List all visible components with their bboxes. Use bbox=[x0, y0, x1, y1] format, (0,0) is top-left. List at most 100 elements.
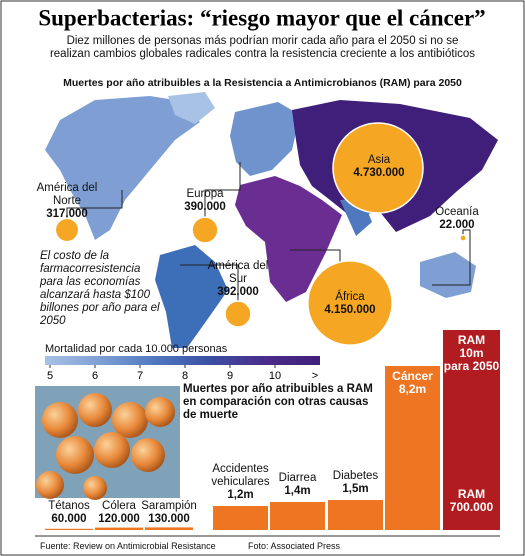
bar-value: 120.000 bbox=[98, 513, 140, 525]
bar-category: RAM bbox=[457, 333, 486, 347]
bar-label: Sarampión 130.000 bbox=[139, 500, 199, 526]
north-america bbox=[45, 96, 200, 240]
annotation: El costo de la farmacorresistencia para … bbox=[40, 250, 160, 327]
bar-value: 10m bbox=[459, 346, 484, 360]
region-value: 4.150.000 bbox=[324, 304, 376, 316]
bar-label: Diarrea 1,4m bbox=[262, 472, 333, 498]
photo-credit: Foto: Associated Press bbox=[248, 541, 341, 551]
bacterium bbox=[112, 402, 148, 438]
region-name: Asia bbox=[367, 154, 391, 166]
colorbar-tick-label: 10 bbox=[269, 370, 281, 382]
bar-label: RAM 10m para 2050 bbox=[443, 334, 500, 373]
bacterium bbox=[94, 432, 130, 468]
region-name: América del Sur bbox=[207, 260, 269, 285]
bar-category: Cólera bbox=[102, 500, 136, 512]
region-label: América del Sur 392.000 bbox=[205, 260, 271, 299]
region-name: Europa bbox=[186, 188, 224, 200]
africa bbox=[235, 176, 342, 302]
greenland bbox=[168, 92, 215, 124]
region-name: América del Norte bbox=[36, 182, 98, 207]
bar-category: Cáncer bbox=[392, 369, 433, 383]
bar bbox=[443, 330, 500, 530]
colorbar-tick-label: 6 bbox=[92, 370, 98, 382]
bar bbox=[95, 527, 143, 530]
bar-label: Cáncer 8,2m bbox=[385, 370, 440, 396]
current-label: RAM bbox=[457, 487, 486, 501]
region-name: África bbox=[335, 291, 365, 303]
region-value: 392.000 bbox=[217, 286, 259, 298]
connector bbox=[180, 264, 239, 305]
map-title: Muertes por año atribuibles a la Resiste… bbox=[63, 77, 462, 89]
bar-note: para 2050 bbox=[443, 359, 500, 373]
region-name: Oceanía bbox=[435, 206, 479, 218]
connector bbox=[66, 190, 123, 222]
bubble bbox=[332, 122, 424, 214]
region-label: Europa 390.000 bbox=[175, 188, 235, 214]
current-value: 700.000 bbox=[449, 500, 494, 514]
bacterium bbox=[78, 393, 112, 427]
bar-label: Cólera 120.000 bbox=[89, 500, 149, 526]
bar-category: Diarrea bbox=[278, 472, 317, 484]
bubble bbox=[224, 300, 252, 328]
bacterium bbox=[83, 476, 107, 500]
bar-label: Accidentes vehiculares 1,2m bbox=[205, 463, 276, 502]
region-value: 4.730.000 bbox=[353, 167, 405, 179]
bar bbox=[328, 500, 383, 530]
source: Fuente: Review on Antimicrobial Resistan… bbox=[40, 541, 216, 551]
colorbar-overflow-label: > bbox=[312, 370, 318, 382]
colorbar-tick-label: 5 bbox=[47, 370, 53, 382]
bubble bbox=[459, 234, 467, 242]
bar-category: Accidentes vehiculares bbox=[211, 463, 270, 488]
bar bbox=[213, 506, 268, 530]
europe bbox=[230, 102, 300, 176]
bacterium bbox=[145, 397, 175, 427]
oceania bbox=[420, 252, 476, 298]
bar-category: Sarampión bbox=[141, 500, 197, 512]
bacterium bbox=[42, 402, 78, 438]
connector bbox=[432, 229, 471, 286]
subtitle: Diez millones de personas más podrían mo… bbox=[49, 35, 476, 60]
bar bbox=[145, 527, 193, 530]
colorbar-tick-label: 7 bbox=[137, 370, 143, 382]
colorbar-tick-label: 8 bbox=[182, 370, 188, 382]
region-value: 390.000 bbox=[184, 201, 226, 213]
region-label: Oceanía 22.000 bbox=[428, 206, 486, 232]
bar-value: 1,4m bbox=[284, 485, 311, 497]
bacteria-photo bbox=[35, 386, 180, 500]
bar bbox=[45, 528, 93, 530]
bar bbox=[385, 366, 440, 530]
colorbar-tick-label: 9 bbox=[227, 370, 233, 382]
bacterium bbox=[131, 438, 165, 472]
bar-category: Diabetes bbox=[332, 470, 379, 482]
colorbar bbox=[45, 356, 320, 365]
region-label: Asia 4.730.000 bbox=[348, 154, 410, 180]
bar-title: Muertes por año atribuibles a RAM en com… bbox=[183, 383, 373, 421]
bar-category: Tétanos bbox=[48, 500, 90, 512]
bar-label: Diabetes 1,5m bbox=[320, 470, 391, 496]
colorbar-label: Mortalidad por cada 10.000 personas bbox=[45, 343, 228, 355]
bar-label: RAM 700.000 bbox=[443, 488, 500, 514]
region-value: 317.000 bbox=[46, 208, 88, 220]
title: Superbacterias: “riesgo mayor que el cán… bbox=[38, 5, 485, 30]
bubble bbox=[307, 260, 393, 346]
bar-value: 130.000 bbox=[148, 513, 190, 525]
region-label: África 4.150.000 bbox=[318, 291, 382, 317]
south-america bbox=[155, 245, 228, 348]
region-label: América del Norte 317.000 bbox=[35, 182, 99, 221]
bacterium bbox=[36, 471, 64, 499]
bar-value: 8,2m bbox=[398, 382, 427, 396]
world-map bbox=[45, 92, 498, 348]
bar-value: 1,2m bbox=[227, 489, 254, 501]
bar-value: 1,5m bbox=[342, 483, 369, 495]
connector bbox=[204, 162, 241, 222]
connector bbox=[290, 249, 341, 262]
bar bbox=[270, 502, 325, 530]
bubble bbox=[191, 216, 219, 244]
bar-value: 60.000 bbox=[51, 513, 87, 525]
bar-label: Tétanos 60.000 bbox=[39, 500, 99, 526]
region-value: 22.000 bbox=[439, 219, 475, 231]
bubble bbox=[54, 217, 80, 243]
